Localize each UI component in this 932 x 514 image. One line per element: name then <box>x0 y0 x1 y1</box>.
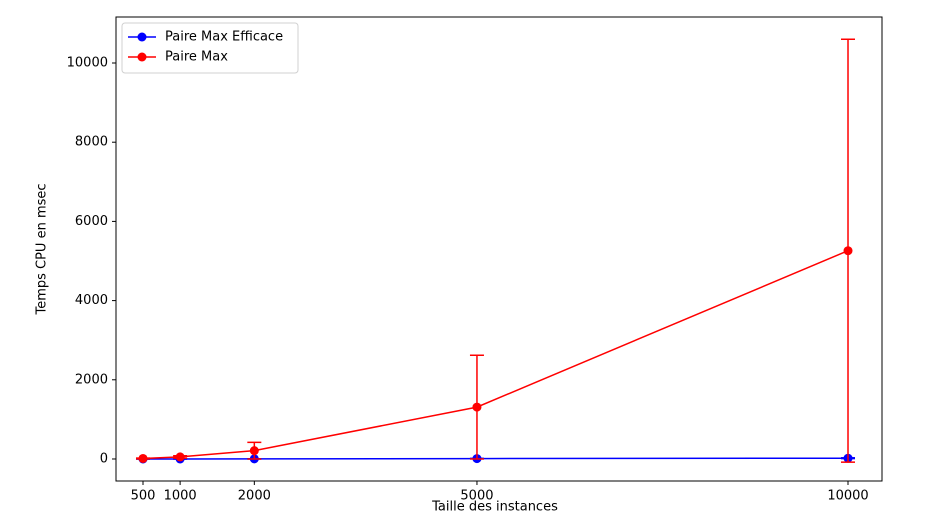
marker <box>249 446 259 456</box>
plot-frame <box>115 16 883 482</box>
x-tick-label: 1000 <box>164 489 197 504</box>
y-tick-label: 10000 <box>67 56 108 71</box>
x-tick-label: 2000 <box>238 489 271 504</box>
legend: Paire Max Efficace Paire Max <box>121 22 299 74</box>
series-line <box>142 250 849 460</box>
marker <box>843 246 853 256</box>
y-tick-label: 2000 <box>75 372 108 387</box>
y-tick-label: 0 <box>100 451 108 466</box>
y-tick-label: 6000 <box>75 214 108 229</box>
legend-label: Paire Max <box>165 50 228 65</box>
legend-label: Paire Max Efficace <box>165 30 283 45</box>
y-axis-label: Temps CPU en msec <box>35 183 50 315</box>
y-tick-label: 4000 <box>75 293 108 308</box>
legend-box <box>121 22 299 74</box>
series <box>136 38 856 463</box>
marker <box>175 452 185 462</box>
legend-marker <box>137 32 147 42</box>
y-tick-label: 8000 <box>75 135 108 150</box>
marker <box>472 402 482 412</box>
x-tick-label: 5000 <box>460 489 493 504</box>
series <box>136 453 856 464</box>
marker <box>138 453 148 463</box>
x-axis-label: Taille des instances <box>431 500 558 514</box>
x-tick-label: 500 <box>131 489 156 504</box>
legend-marker <box>137 52 147 62</box>
x-tick-label: 10000 <box>827 489 868 504</box>
